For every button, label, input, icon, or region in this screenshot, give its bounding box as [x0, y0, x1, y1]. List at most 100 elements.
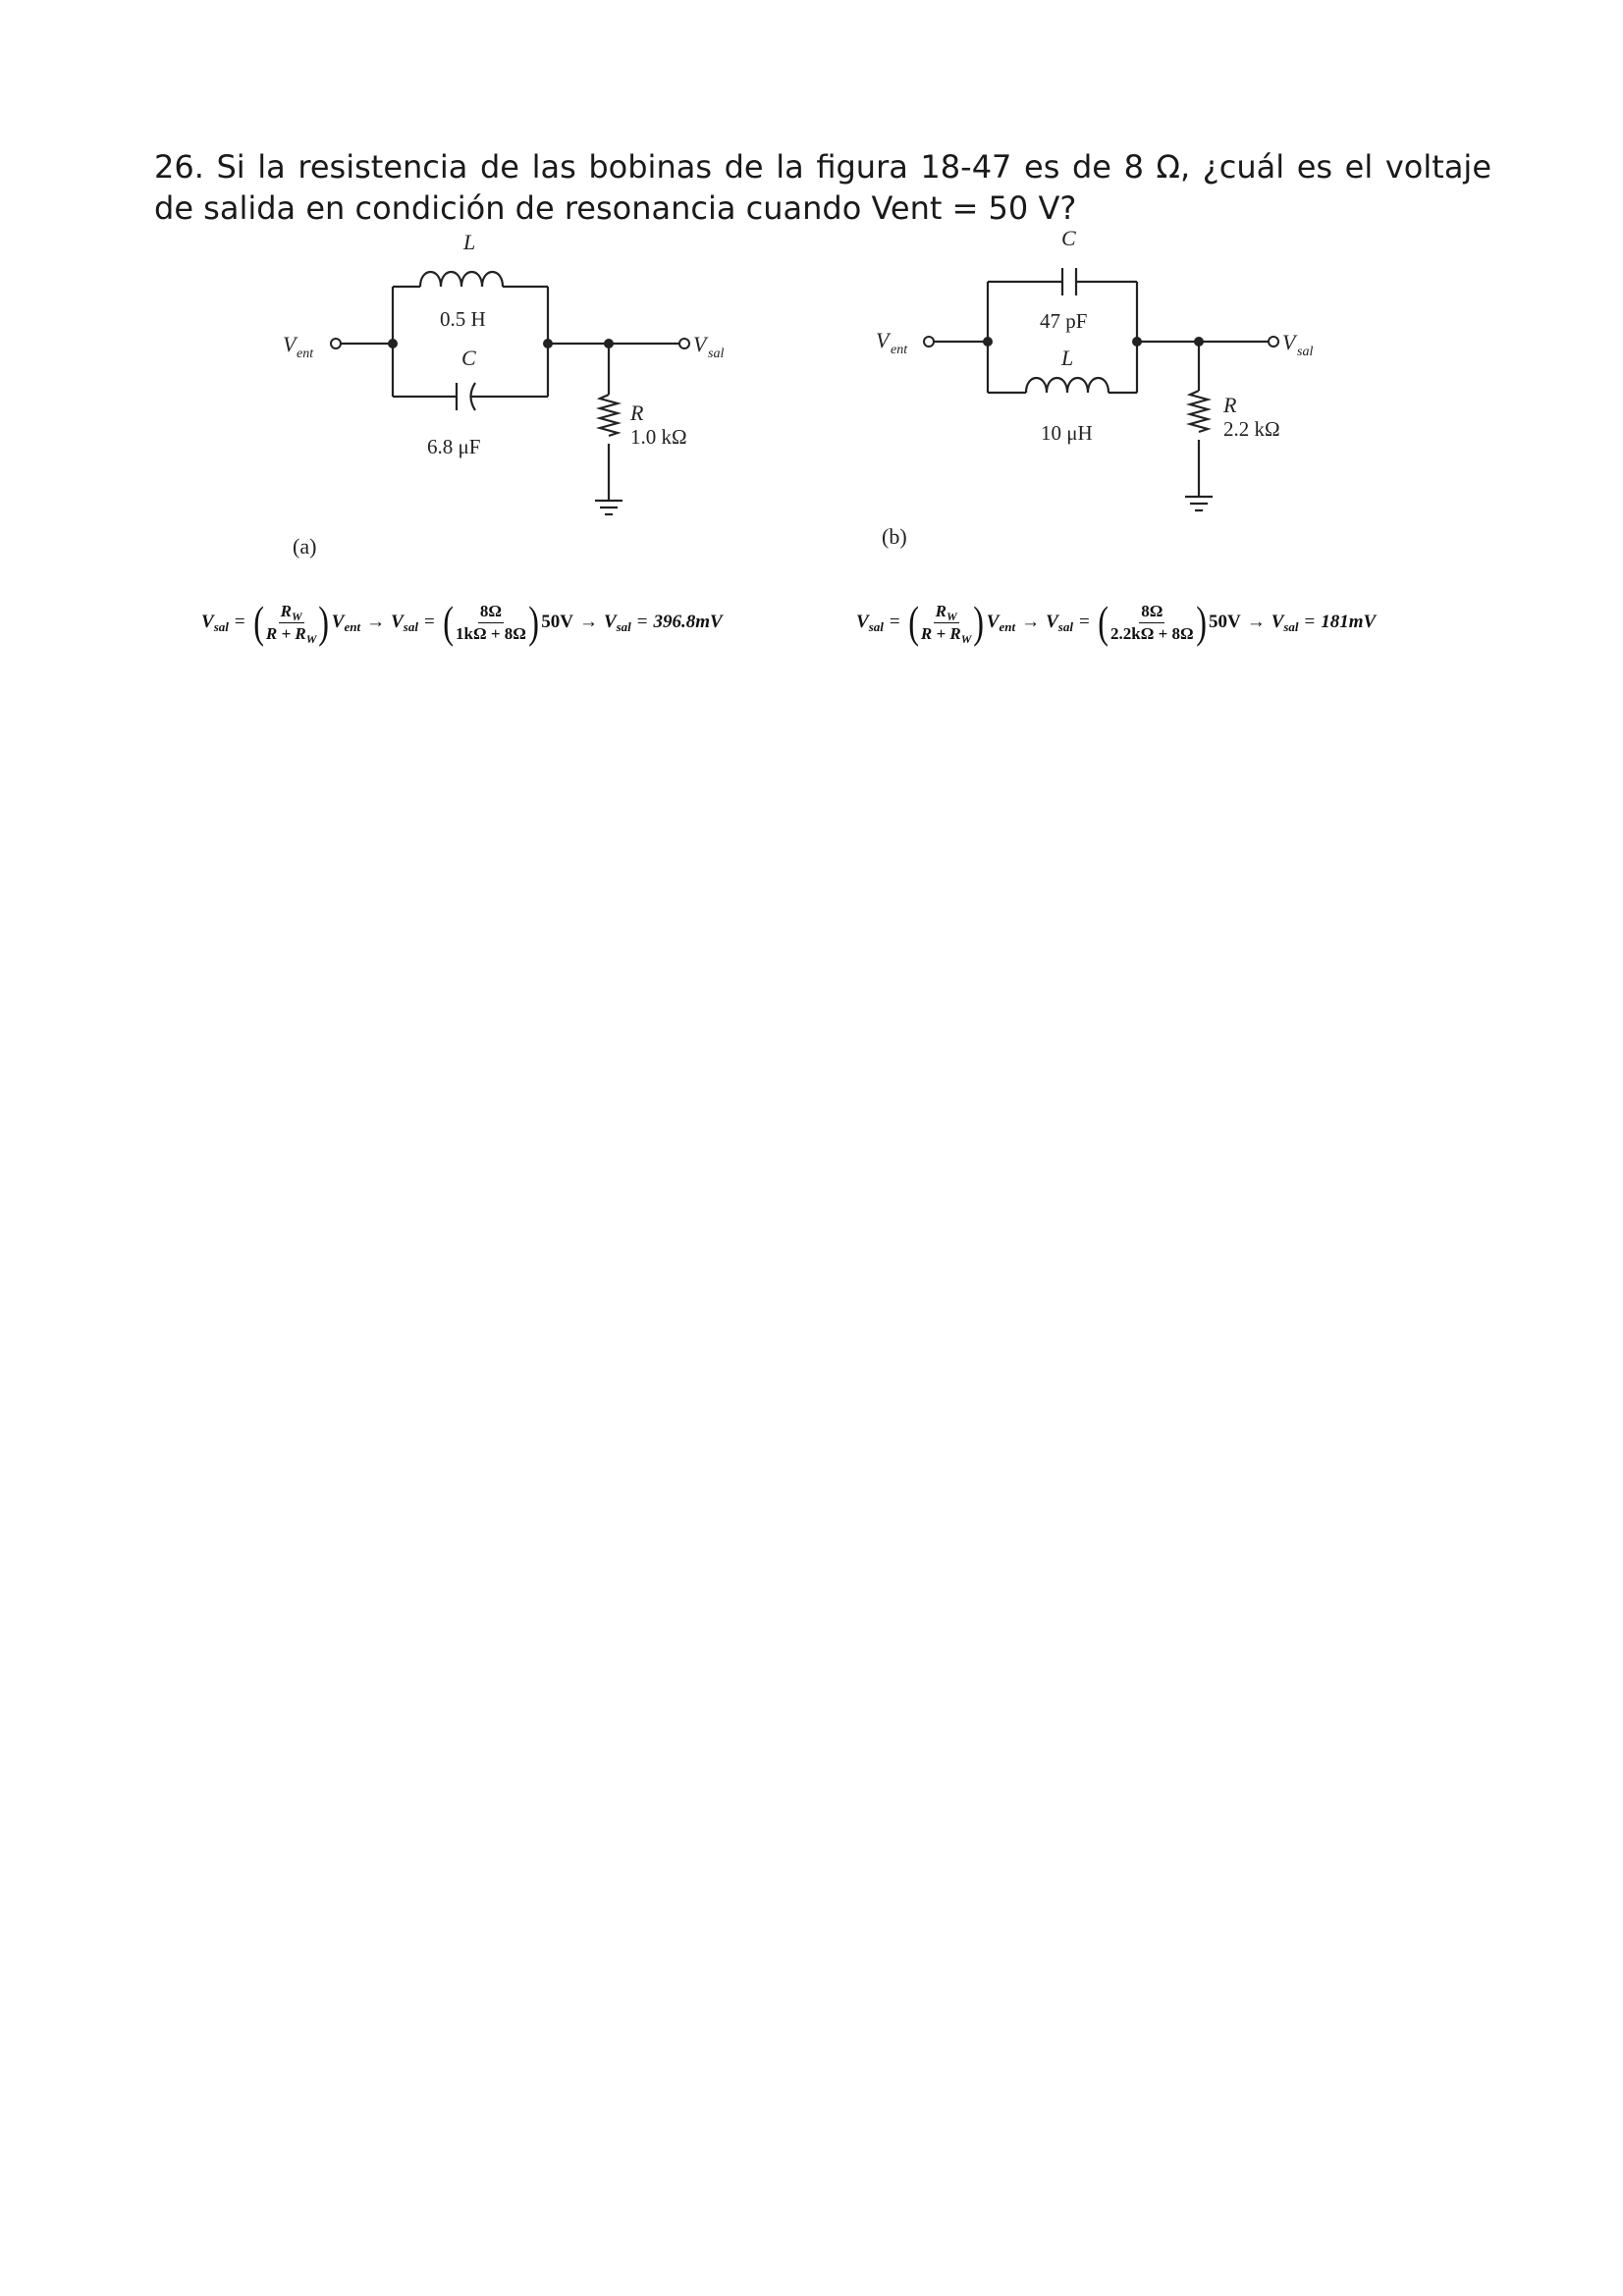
frac2-den: 2.2kΩ + 8Ω — [1110, 623, 1194, 643]
left-paren: ( — [1097, 597, 1109, 647]
frac-den-sub: W — [305, 631, 317, 646]
inductor-symbol-b — [1024, 376, 1110, 394]
output-label-a: V — [693, 332, 709, 356]
result-v: V — [1271, 612, 1284, 632]
equals-sign: = — [423, 612, 435, 632]
equals-sign: = — [889, 612, 900, 632]
arrow: → — [578, 612, 598, 632]
output-terminal-a — [678, 338, 690, 349]
vent-sub: ent — [999, 619, 1016, 634]
frac-den: R + R — [920, 623, 961, 643]
lhs-sub: sal — [213, 619, 229, 634]
vent-v: V — [986, 612, 1000, 632]
inductor-name-b: L — [1060, 346, 1073, 370]
node-dot — [543, 339, 553, 348]
result-sub: sal — [616, 619, 631, 634]
frac2-num: 8Ω — [477, 602, 504, 623]
figure-caption-b: (b) — [882, 524, 907, 549]
ground-symbol-a — [595, 499, 622, 516]
right-paren: ) — [1195, 597, 1207, 647]
arrow: → — [1246, 612, 1266, 632]
input-label-a: V — [283, 332, 298, 356]
node-dot — [983, 337, 993, 347]
vent-v: V — [331, 612, 345, 632]
circuit-figure-b: V ent V sal C 47 pF L 10 μH R 2.2 kΩ (b) — [876, 226, 1313, 549]
fraction-values: 8Ω 2.2kΩ + 8Ω — [1110, 602, 1194, 644]
figure-b-wires — [933, 280, 1269, 497]
capacitor-value-a: 6.8 μF — [427, 435, 480, 458]
lhs-v: V — [201, 612, 214, 632]
frac-num-v: R — [935, 601, 947, 620]
output-terminal-b — [1268, 336, 1279, 347]
resistor-symbol-a — [595, 393, 622, 438]
node-dot — [604, 339, 614, 348]
fraction-rw: RW R + RW — [265, 601, 317, 646]
right-paren: ) — [973, 597, 985, 647]
resistor-name-a: R — [629, 400, 644, 425]
lhs-sub-repeat: sal — [1057, 619, 1073, 634]
fraction-values: 8Ω 1kΩ + 8Ω — [456, 602, 526, 644]
frac-num-v: R — [280, 601, 293, 620]
circuit-figure-a: V ent V sal L 0.5 H C 6.8 μF R 1.0 kΩ (a… — [283, 230, 724, 559]
figure-caption-a: (a) — [293, 534, 316, 559]
frac-den-sub: W — [960, 631, 972, 646]
input-sub-b: ent — [891, 343, 908, 357]
question-text: 26. Si la resistencia de las bobinas de … — [154, 148, 1491, 227]
output-label-b: V — [1282, 330, 1298, 354]
frac2-num: 8Ω — [1139, 602, 1165, 623]
left-paren: ( — [442, 597, 454, 647]
capacitor-name-a: C — [461, 346, 476, 370]
inductor-value-a: 0.5 H — [440, 307, 486, 331]
resistor-name-b: R — [1222, 393, 1237, 417]
vent-sub: ent — [344, 619, 361, 634]
left-paren: ( — [252, 597, 264, 647]
frac-num-sub: W — [292, 609, 302, 623]
result-v: V — [603, 612, 617, 632]
equals-sign: = — [636, 612, 648, 632]
frac2-den: 1kΩ + 8Ω — [456, 623, 526, 643]
resistor-value-b: 2.2 kΩ — [1223, 417, 1280, 441]
capacitor-symbol-a — [455, 382, 476, 411]
right-paren: ) — [318, 597, 330, 647]
output-sub-b: sal — [1297, 345, 1313, 359]
input-terminal-a — [330, 338, 342, 349]
right-paren: ) — [528, 597, 539, 647]
figure-a-wires — [340, 285, 679, 501]
result-value: 181mV — [1321, 612, 1377, 632]
lhs-v-repeat: V — [391, 612, 404, 632]
ground-symbol-b — [1185, 495, 1213, 512]
equals-sign: = — [1078, 612, 1090, 632]
result-value: 396.8mV — [653, 612, 723, 632]
lhs-sub: sal — [868, 619, 884, 634]
node-dot — [1132, 337, 1142, 347]
frac-den: R + R — [265, 623, 306, 643]
node-dot — [1194, 337, 1204, 347]
equals-sign: = — [1304, 612, 1316, 632]
arrow: → — [1021, 612, 1041, 632]
output-sub-a: sal — [708, 347, 724, 361]
inductor-value-b: 10 μH — [1041, 421, 1093, 445]
input-sub-a: ent — [297, 347, 314, 361]
arrow: → — [366, 612, 386, 632]
inductor-symbol-a — [418, 270, 505, 288]
node-dot — [388, 339, 398, 348]
input-label-b: V — [876, 328, 892, 352]
source-value: 50V — [1208, 612, 1241, 632]
capacitor-name-b: C — [1061, 226, 1076, 250]
left-paren: ( — [907, 597, 919, 647]
resistor-symbol-b — [1185, 389, 1213, 434]
lhs-v-repeat: V — [1046, 612, 1058, 632]
frac-num-sub: W — [947, 609, 957, 623]
equals-sign: = — [234, 612, 245, 632]
capacitor-value-b: 47 pF — [1040, 309, 1087, 333]
inductor-name-a: L — [462, 230, 475, 254]
lhs-sub-repeat: sal — [403, 619, 418, 634]
lhs-v: V — [856, 612, 869, 632]
capacitor-symbol-b — [1060, 268, 1078, 295]
fraction-rw: RW R + RW — [920, 601, 972, 646]
result-sub: sal — [1283, 619, 1299, 634]
input-terminal-b — [923, 336, 935, 347]
source-value: 50V — [541, 612, 573, 632]
